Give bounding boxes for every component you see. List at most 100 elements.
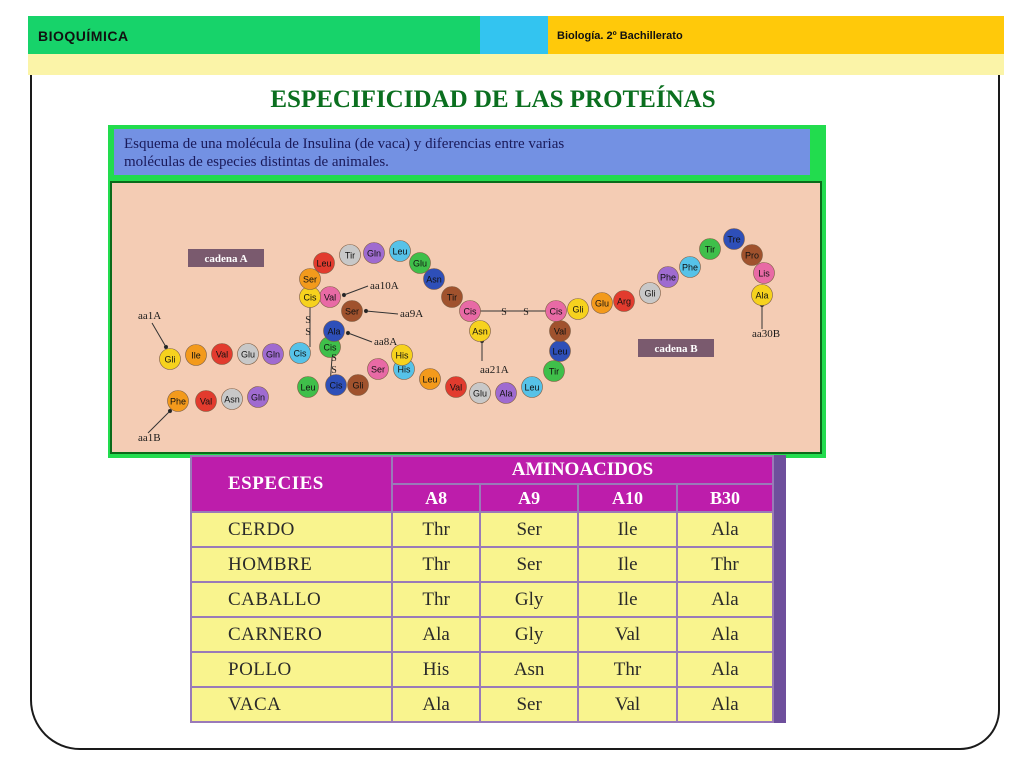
residue-label: Leu: [552, 347, 567, 357]
residue-bead: [409, 252, 431, 274]
annotation-arrow: [151, 322, 167, 348]
residue-bead: [339, 244, 361, 266]
table-cell: Ser: [479, 511, 580, 548]
residue-bead: [289, 342, 311, 364]
bond-s-label: S: [305, 327, 311, 338]
residue-label: Gln: [367, 249, 381, 259]
table-cell: Ala: [675, 651, 775, 688]
residue-label: Val: [324, 293, 336, 303]
residue-label: Tre: [727, 235, 740, 245]
residue-bead: [657, 266, 679, 288]
residue-bead: [459, 300, 481, 322]
residue-label: Phe: [170, 397, 186, 407]
table-cell: Ile: [577, 511, 678, 548]
residue-bead: [753, 262, 775, 284]
table-cell: Val: [577, 616, 678, 653]
residue-label: Pro: [745, 251, 759, 261]
insulin-diagram: Gli Ile Val Glu Gln Cis Cis Ala Ser Val Cis Ser Leu T…: [138, 228, 780, 444]
residue-label: Cis: [294, 349, 307, 359]
residue-label: Gli: [353, 381, 364, 391]
arrow-head: [341, 292, 347, 298]
residue-bead: [221, 388, 243, 410]
residue-label: Ala: [499, 389, 512, 399]
residue-bead: [741, 244, 763, 266]
slide-frame: [30, 40, 1000, 750]
residue-bead: [441, 286, 463, 308]
bond-s-label: S: [331, 365, 337, 376]
scheme-caption-line-1: Esquema de una molécula de Insulina (de …: [124, 136, 565, 152]
residue-label: Cis: [330, 381, 343, 391]
annotation-aa10a: aa10A: [370, 280, 399, 292]
residue-label: Val: [216, 350, 228, 360]
residue-bead: [367, 358, 389, 380]
residue-label: Val: [554, 327, 566, 337]
table-row: CABALLO Thr Gly Ile Ala: [190, 581, 775, 618]
residue-label: Tir: [447, 293, 457, 303]
residue-label: Ser: [371, 365, 385, 375]
bond-s-label: S: [501, 307, 507, 318]
residue-label: Glu: [473, 389, 487, 399]
annotation-aa9a: aa9A: [400, 308, 423, 320]
residue-bead: [299, 268, 321, 290]
residue-bead: [591, 292, 613, 314]
species-table-panel: ESPECIES AMINOACIDOS A8 A9 A10 B30 CERDO…: [190, 455, 786, 723]
residue-bead: [185, 344, 207, 366]
residue-bead: [639, 282, 661, 304]
residue-bead: [323, 320, 345, 342]
species-column-header: ESPECIES: [190, 455, 393, 513]
residue-label: Lis: [758, 269, 770, 279]
residue-bead: [445, 376, 467, 398]
table-cell: Ala: [675, 686, 775, 723]
residue-label: Cis: [324, 343, 337, 353]
residue-label: Gli: [573, 305, 584, 315]
table-cell: Ser: [479, 546, 580, 583]
annotation-arrow: [343, 285, 369, 296]
residue-label: Glu: [413, 259, 427, 269]
residue-bead: [347, 374, 369, 396]
residue-bead: [211, 343, 233, 365]
residue-label: Leu: [392, 247, 407, 257]
residue-label: Leu: [524, 383, 539, 393]
residue-label: Cis: [304, 293, 317, 303]
residue-label: Val: [450, 383, 462, 393]
species-cell: POLLO: [190, 651, 393, 688]
table-cell: Gly: [479, 581, 580, 618]
residue-label: Phe: [682, 263, 698, 273]
scheme-caption: Esquema de una molécula de Insulina (de …: [114, 129, 810, 175]
species-cell: VACA: [190, 686, 393, 723]
residue-bead: [363, 242, 385, 264]
table-cell: Asn: [479, 651, 580, 688]
residue-label: Asn: [224, 395, 240, 405]
scheme-caption-line-2: moléculas de especies distintas de anima…: [124, 154, 389, 170]
residue-bead: [325, 374, 347, 396]
table-cell: Ala: [675, 581, 775, 618]
bond-s-label: S: [305, 315, 311, 326]
column-header-a8: A8: [390, 483, 482, 513]
residue-bead: [419, 368, 441, 390]
residue-label: Leu: [316, 259, 331, 269]
species-cell: HOMBRE: [190, 546, 393, 583]
residue-bead: [391, 344, 413, 366]
disulfide-bonds: [147, 285, 765, 434]
scheme-panel: Gli Ile Val Glu Gln Cis Cis Ala Ser Val Cis Ser Leu T…: [110, 181, 822, 454]
annotation-aa30b: aa30B: [752, 328, 780, 340]
table-row: VACA Ala Ser Val Ala: [190, 686, 775, 723]
annotation-arrow: [347, 332, 373, 343]
column-header-a10: A10: [577, 483, 678, 513]
residue-label: Asn: [472, 327, 488, 337]
residue-bead: [195, 390, 217, 412]
annotation-arrow: [365, 310, 399, 315]
residue-label: Gln: [251, 393, 265, 403]
residue-label: Tir: [549, 367, 559, 377]
residue-label: His: [398, 365, 411, 375]
arrow-head: [363, 308, 369, 314]
species-cell: CARNERO: [190, 616, 393, 653]
residue-label: Gli: [165, 355, 176, 365]
table-row: HOMBRE Thr Ser Ile Thr: [190, 546, 775, 583]
arrow-head: [167, 408, 173, 414]
residue-label: Ala: [755, 291, 768, 301]
residue-bead: [237, 343, 259, 365]
residue-label: Arg: [617, 297, 631, 307]
header-band: [28, 54, 1004, 75]
residue-bead: [341, 300, 363, 322]
